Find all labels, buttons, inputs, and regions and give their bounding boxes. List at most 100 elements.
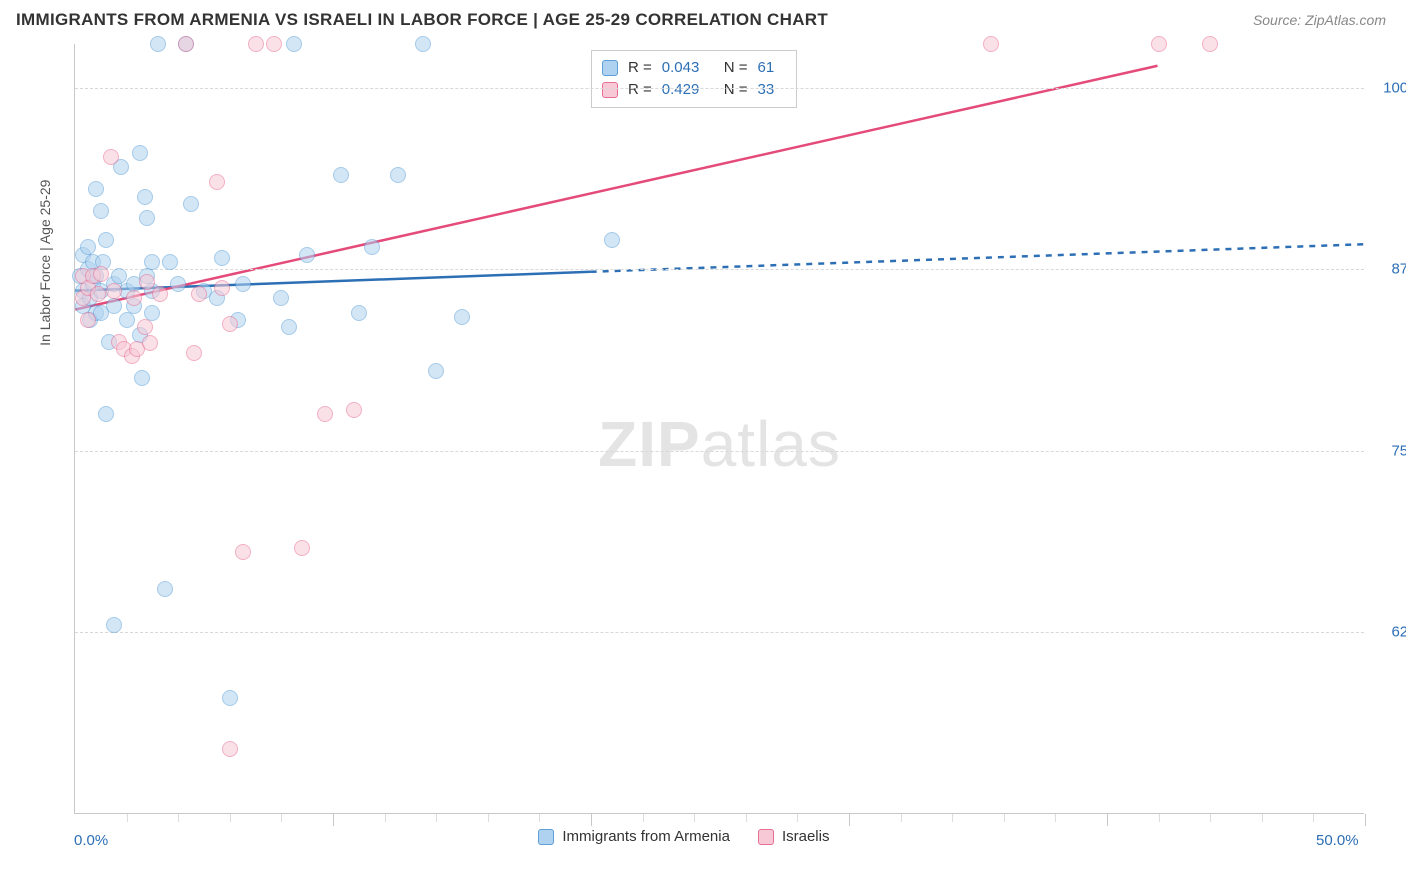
point-armenia [144, 254, 160, 270]
point-israelis [90, 286, 106, 302]
legend-stats-row: R = 0.429 N = 33 [602, 79, 784, 101]
point-israelis [266, 36, 282, 52]
x-tick-minor [1262, 814, 1263, 822]
y-gridline [75, 632, 1364, 633]
legend-swatch [758, 829, 774, 845]
point-armenia [137, 189, 153, 205]
x-tick-minor [436, 814, 437, 822]
x-tick-minor [694, 814, 695, 822]
point-armenia [144, 305, 160, 321]
legend-n-label: N = [724, 57, 748, 79]
point-israelis [106, 283, 122, 299]
x-tick-major [1365, 814, 1366, 826]
point-armenia [134, 370, 150, 386]
point-israelis [1151, 36, 1167, 52]
point-israelis [294, 540, 310, 556]
x-tick-minor [1210, 814, 1211, 822]
point-israelis [346, 402, 362, 418]
point-israelis [209, 174, 225, 190]
point-israelis [222, 316, 238, 332]
legend-r-label: R = [628, 57, 652, 79]
point-armenia [98, 232, 114, 248]
point-israelis [80, 312, 96, 328]
point-israelis [126, 290, 142, 306]
y-gridline [75, 269, 1364, 270]
point-israelis [103, 149, 119, 165]
point-armenia [150, 36, 166, 52]
legend-stats-row: R = 0.043 N = 61 [602, 57, 784, 79]
point-armenia [428, 363, 444, 379]
point-israelis [248, 36, 264, 52]
bottom-legend-label: Israelis [782, 828, 830, 845]
x-tick-major [849, 814, 850, 826]
trend-lines-layer [75, 44, 1364, 813]
point-armenia [273, 290, 289, 306]
point-israelis [222, 741, 238, 757]
y-gridline [75, 451, 1364, 452]
bottom-legend: Immigrants from Armenia Israelis [538, 828, 829, 845]
point-israelis [214, 280, 230, 296]
point-armenia [299, 247, 315, 263]
point-armenia [162, 254, 178, 270]
legend-r-value: 0.043 [662, 57, 714, 79]
point-armenia [281, 319, 297, 335]
point-armenia [415, 36, 431, 52]
x-tick-minor [488, 814, 489, 822]
legend-n-label: N = [724, 79, 748, 101]
bottom-legend-item: Israelis [758, 828, 830, 845]
x-tick-minor [127, 814, 128, 822]
point-armenia [88, 181, 104, 197]
x-tick-minor [1055, 814, 1056, 822]
x-tick-minor [281, 814, 282, 822]
x-tick-minor [230, 814, 231, 822]
point-armenia [454, 309, 470, 325]
point-israelis [317, 406, 333, 422]
x-tick-minor [178, 814, 179, 822]
plot-container: ZIPatlas In Labor Force | Age 25-29 R = … [74, 44, 1364, 814]
x-tick-minor [539, 814, 540, 822]
legend-n-value: 33 [758, 79, 784, 101]
point-israelis [178, 36, 194, 52]
point-armenia [119, 312, 135, 328]
point-armenia [106, 617, 122, 633]
y-gridline [75, 88, 1364, 89]
point-armenia [604, 232, 620, 248]
y-axis-label: In Labor Force | Age 25-29 [37, 179, 53, 345]
point-israelis [93, 266, 109, 282]
point-israelis [139, 274, 155, 290]
point-israelis [191, 286, 207, 302]
point-israelis [142, 335, 158, 351]
point-armenia [390, 167, 406, 183]
point-israelis [1202, 36, 1218, 52]
point-israelis [983, 36, 999, 52]
x-tick-minor [746, 814, 747, 822]
x-tick-minor [1159, 814, 1160, 822]
chart-title: IMMIGRANTS FROM ARMENIA VS ISRAELI IN LA… [16, 10, 828, 30]
x-tick-minor [1313, 814, 1314, 822]
x-tick-minor [797, 814, 798, 822]
x-tick-minor [385, 814, 386, 822]
point-israelis [235, 544, 251, 560]
point-armenia [222, 690, 238, 706]
point-armenia [286, 36, 302, 52]
legend-stats-box: R = 0.043 N = 61 R = 0.429 N = 33 [591, 50, 797, 108]
legend-swatch [602, 60, 618, 76]
point-armenia [157, 581, 173, 597]
point-armenia [351, 305, 367, 321]
point-armenia [183, 196, 199, 212]
legend-n-value: 61 [758, 57, 784, 79]
y-tick-label: 100.0% [1374, 79, 1406, 96]
legend-swatch [538, 829, 554, 845]
point-armenia [106, 298, 122, 314]
x-axis-label-left: 0.0% [74, 832, 108, 849]
point-armenia [93, 203, 109, 219]
point-armenia [132, 145, 148, 161]
point-armenia [333, 167, 349, 183]
point-israelis [152, 286, 168, 302]
point-armenia [139, 210, 155, 226]
point-israelis [186, 345, 202, 361]
bottom-legend-item: Immigrants from Armenia [538, 828, 730, 845]
point-armenia [214, 250, 230, 266]
y-tick-label: 87.5% [1374, 261, 1406, 278]
legend-r-value: 0.429 [662, 79, 714, 101]
